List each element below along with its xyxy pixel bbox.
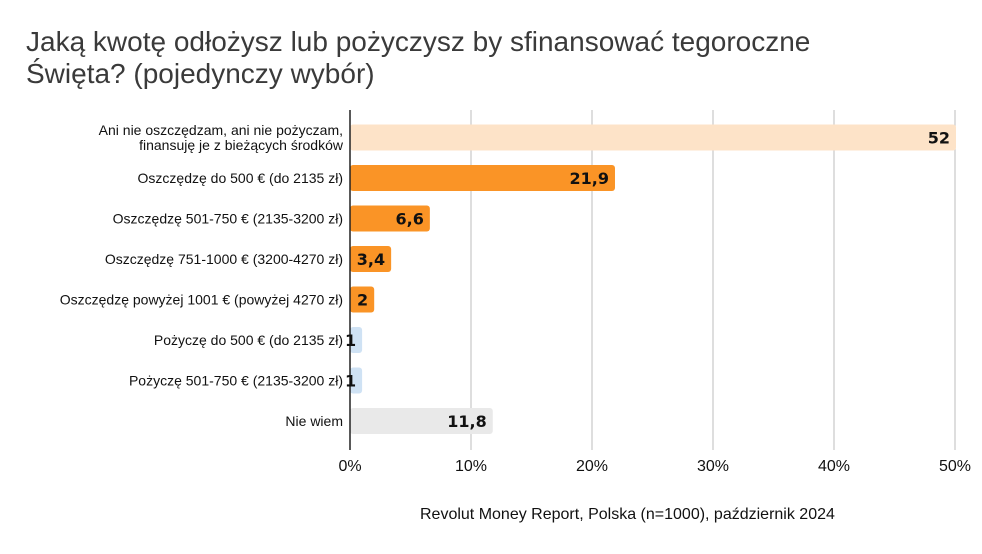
bar xyxy=(350,367,363,394)
value-label: 11,8 xyxy=(447,412,486,431)
category-label: Nie wiem xyxy=(285,413,343,429)
bar xyxy=(350,327,363,353)
category-label: Oszczędzę do 500 € (do 2135 zł) xyxy=(138,170,343,186)
category-label: Oszczędzę powyżej 1001 € (powyżej 4270 z… xyxy=(60,292,343,308)
bar xyxy=(350,124,956,151)
category-label: Pożyczę do 500 € (do 2135 zł) xyxy=(154,332,343,348)
value-label: 3,4 xyxy=(357,250,385,269)
bar xyxy=(350,205,430,232)
x-tick-label: 30% xyxy=(697,458,729,475)
grid-lines xyxy=(470,110,956,450)
category-label: Ani nie oszczędzam, ani nie pożyczam, fin… xyxy=(99,122,344,153)
category-labels: Ani nie oszczędzam, ani nie pożyczam, fin… xyxy=(60,122,344,429)
category-label: Oszczędzę 751-1000 € (3200-4270 zł) xyxy=(105,251,343,267)
category-label: Oszczędzę 501-750 € (2135-3200 zł) xyxy=(113,211,343,227)
value-label: 1 xyxy=(345,372,356,391)
x-tick-label: 10% xyxy=(455,458,487,475)
value-label: 21,9 xyxy=(570,169,609,188)
x-tick-label: 0% xyxy=(338,458,361,475)
x-tick-label: 50% xyxy=(939,458,971,475)
chart-title-line-2: Święta? (pojedynczy wybór) xyxy=(26,58,375,89)
x-tick-label: 40% xyxy=(818,458,850,475)
category-label: Pożyczę 501-750 € (2135-3200 zł) xyxy=(129,373,343,389)
source-note: Revolut Money Report, Polska (n=1000), p… xyxy=(420,506,835,523)
category-label-line: Oszczędzę do 500 € (do 2135 zł) xyxy=(138,170,343,186)
category-label-line: Pożyczę 501-750 € (2135-3200 zł) xyxy=(129,373,343,389)
category-label-line: Ani nie oszczędzam, ani nie pożyczam, xyxy=(99,122,343,138)
bar xyxy=(350,165,615,191)
value-label: 1 xyxy=(345,331,356,350)
value-label: 2 xyxy=(357,291,368,310)
bars xyxy=(350,124,956,434)
category-label-line: Nie wiem xyxy=(285,413,343,429)
x-tick-label: 20% xyxy=(576,458,608,475)
bar xyxy=(350,286,375,313)
category-label-line: Oszczędzę powyżej 1001 € (powyżej 4270 z… xyxy=(60,292,343,308)
bar xyxy=(350,246,392,272)
value-labels: 52 21,9 6,6 3,4 2 1 1 11,8 xyxy=(345,129,950,432)
x-tick-labels: 0% 10% 20% 30% 40% 50% xyxy=(338,458,971,475)
category-label-line: Pożyczę do 500 € (do 2135 zł) xyxy=(154,332,343,348)
value-label: 52 xyxy=(928,129,950,148)
chart-title: Jaką kwotę odłożysz lub pożyczysz by sfi… xyxy=(26,26,926,90)
category-label-line: Oszczędzę 751-1000 € (3200-4270 zł) xyxy=(105,251,343,267)
value-label: 6,6 xyxy=(396,210,424,229)
chart-title-line-1: Jaką kwotę odłożysz lub pożyczysz by sfi… xyxy=(26,26,811,57)
bar xyxy=(350,408,493,434)
category-label-line: Oszczędzę 501-750 € (2135-3200 zł) xyxy=(113,211,343,227)
category-label-line: finansuję je z bieżących środków xyxy=(139,137,344,153)
